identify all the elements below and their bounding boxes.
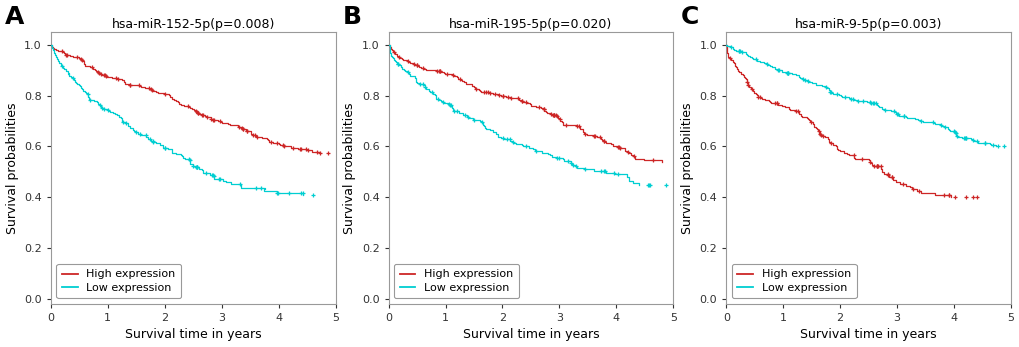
X-axis label: Survival time in years: Survival time in years — [463, 329, 598, 341]
X-axis label: Survival time in years: Survival time in years — [124, 329, 261, 341]
Title: hsa-miR-152-5p(p=0.008): hsa-miR-152-5p(p=0.008) — [111, 18, 275, 31]
Title: hsa-miR-9-5p(p=0.003): hsa-miR-9-5p(p=0.003) — [794, 18, 942, 31]
Y-axis label: Survival probabilities: Survival probabilities — [343, 102, 356, 234]
Legend: High expression, Low expression: High expression, Low expression — [56, 264, 181, 298]
Text: C: C — [680, 5, 698, 29]
Y-axis label: Survival probabilities: Survival probabilities — [5, 102, 18, 234]
X-axis label: Survival time in years: Survival time in years — [800, 329, 936, 341]
Legend: High expression, Low expression: High expression, Low expression — [731, 264, 856, 298]
Title: hsa-miR-195-5p(p=0.020): hsa-miR-195-5p(p=0.020) — [448, 18, 612, 31]
Text: B: B — [342, 5, 362, 29]
Y-axis label: Survival probabilities: Survival probabilities — [681, 102, 693, 234]
Legend: High expression, Low expression: High expression, Low expression — [393, 264, 519, 298]
Text: A: A — [5, 5, 24, 29]
